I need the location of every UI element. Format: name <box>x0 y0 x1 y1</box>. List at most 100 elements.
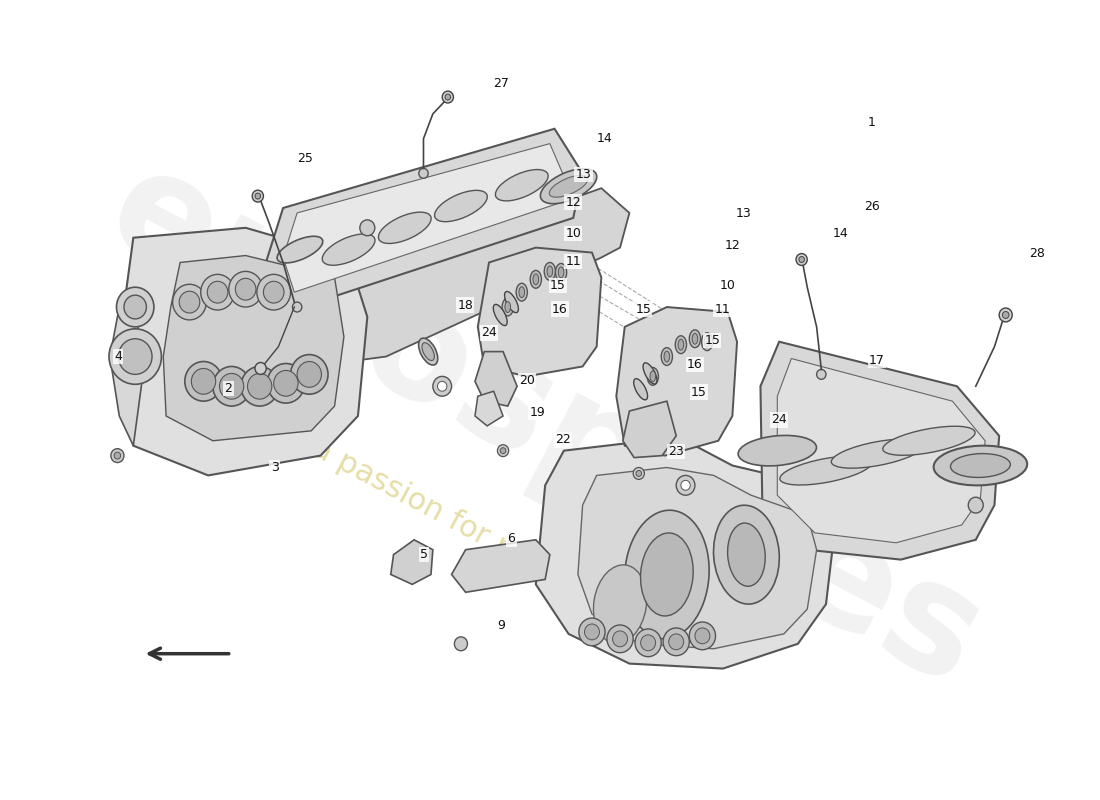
Text: 13: 13 <box>735 207 751 221</box>
Text: 12: 12 <box>565 195 581 209</box>
Text: a passion for parts since 1985: a passion for parts since 1985 <box>307 434 727 676</box>
Polygon shape <box>536 441 835 669</box>
Polygon shape <box>778 358 986 542</box>
Polygon shape <box>264 129 583 307</box>
Circle shape <box>114 452 121 459</box>
Circle shape <box>109 329 162 384</box>
Polygon shape <box>163 255 344 441</box>
Ellipse shape <box>681 480 691 490</box>
Text: 1: 1 <box>868 116 876 130</box>
Polygon shape <box>390 540 432 584</box>
Circle shape <box>663 628 690 656</box>
Ellipse shape <box>690 330 701 348</box>
Ellipse shape <box>647 367 659 386</box>
Circle shape <box>669 634 684 650</box>
Ellipse shape <box>780 456 872 485</box>
Ellipse shape <box>934 446 1027 486</box>
Ellipse shape <box>678 339 684 350</box>
Circle shape <box>248 374 272 399</box>
Text: 15: 15 <box>691 386 707 398</box>
Ellipse shape <box>661 348 672 366</box>
Ellipse shape <box>534 274 539 285</box>
Ellipse shape <box>438 382 447 391</box>
Circle shape <box>173 284 207 320</box>
Text: 17: 17 <box>869 354 884 367</box>
Polygon shape <box>616 307 737 456</box>
Text: 14: 14 <box>833 227 849 240</box>
Text: 24: 24 <box>771 414 786 426</box>
Circle shape <box>634 467 645 479</box>
Ellipse shape <box>650 371 656 382</box>
Circle shape <box>640 635 656 650</box>
Ellipse shape <box>676 475 695 495</box>
Circle shape <box>968 498 983 513</box>
Text: 24: 24 <box>481 326 497 339</box>
Ellipse shape <box>495 170 548 201</box>
Circle shape <box>255 362 266 374</box>
Text: 20: 20 <box>519 374 535 387</box>
Circle shape <box>219 374 244 399</box>
Circle shape <box>241 366 278 406</box>
Circle shape <box>185 362 222 401</box>
Polygon shape <box>477 248 602 376</box>
Ellipse shape <box>422 342 435 361</box>
Text: 16: 16 <box>686 358 703 371</box>
Text: 6: 6 <box>507 532 516 546</box>
Circle shape <box>267 363 305 403</box>
Polygon shape <box>119 228 367 475</box>
Circle shape <box>117 287 154 327</box>
Text: 18: 18 <box>458 298 473 311</box>
Text: 19: 19 <box>529 406 546 418</box>
Text: eurospares: eurospares <box>84 134 1007 718</box>
Polygon shape <box>110 307 143 446</box>
Ellipse shape <box>625 510 710 638</box>
Ellipse shape <box>322 234 375 266</box>
Text: 11: 11 <box>565 255 581 268</box>
Polygon shape <box>475 391 503 426</box>
Text: 5: 5 <box>420 548 428 561</box>
Polygon shape <box>760 342 999 560</box>
Circle shape <box>816 370 826 379</box>
Polygon shape <box>475 352 517 406</box>
Circle shape <box>695 628 710 644</box>
Ellipse shape <box>434 190 487 222</box>
Circle shape <box>297 362 321 387</box>
Ellipse shape <box>738 435 816 466</box>
Circle shape <box>454 637 467 650</box>
Circle shape <box>200 274 234 310</box>
Polygon shape <box>452 540 550 592</box>
Ellipse shape <box>714 506 779 604</box>
Ellipse shape <box>692 334 697 344</box>
Circle shape <box>636 470 641 477</box>
Circle shape <box>442 91 453 103</box>
Text: 25: 25 <box>298 152 314 165</box>
Circle shape <box>584 624 600 640</box>
Ellipse shape <box>277 236 322 263</box>
Text: 4: 4 <box>114 350 122 363</box>
Circle shape <box>999 308 1012 322</box>
Circle shape <box>500 448 506 454</box>
Ellipse shape <box>702 333 713 350</box>
Ellipse shape <box>378 212 431 243</box>
Text: 23: 23 <box>669 445 684 458</box>
Circle shape <box>179 291 200 313</box>
Text: 10: 10 <box>565 227 581 240</box>
Text: 28: 28 <box>1028 247 1045 260</box>
Ellipse shape <box>832 439 924 468</box>
Circle shape <box>290 354 328 394</box>
Ellipse shape <box>519 286 525 298</box>
Ellipse shape <box>640 533 693 616</box>
Text: 26: 26 <box>864 199 880 213</box>
Ellipse shape <box>634 378 648 400</box>
Text: 12: 12 <box>725 239 740 252</box>
Ellipse shape <box>540 169 597 204</box>
Circle shape <box>796 254 807 266</box>
Text: 22: 22 <box>556 434 571 446</box>
Ellipse shape <box>549 175 587 197</box>
Text: 9: 9 <box>497 619 505 633</box>
Circle shape <box>419 168 428 178</box>
Circle shape <box>607 625 634 653</box>
Polygon shape <box>578 467 816 649</box>
Text: 2: 2 <box>224 382 232 394</box>
Text: 11: 11 <box>715 302 730 315</box>
